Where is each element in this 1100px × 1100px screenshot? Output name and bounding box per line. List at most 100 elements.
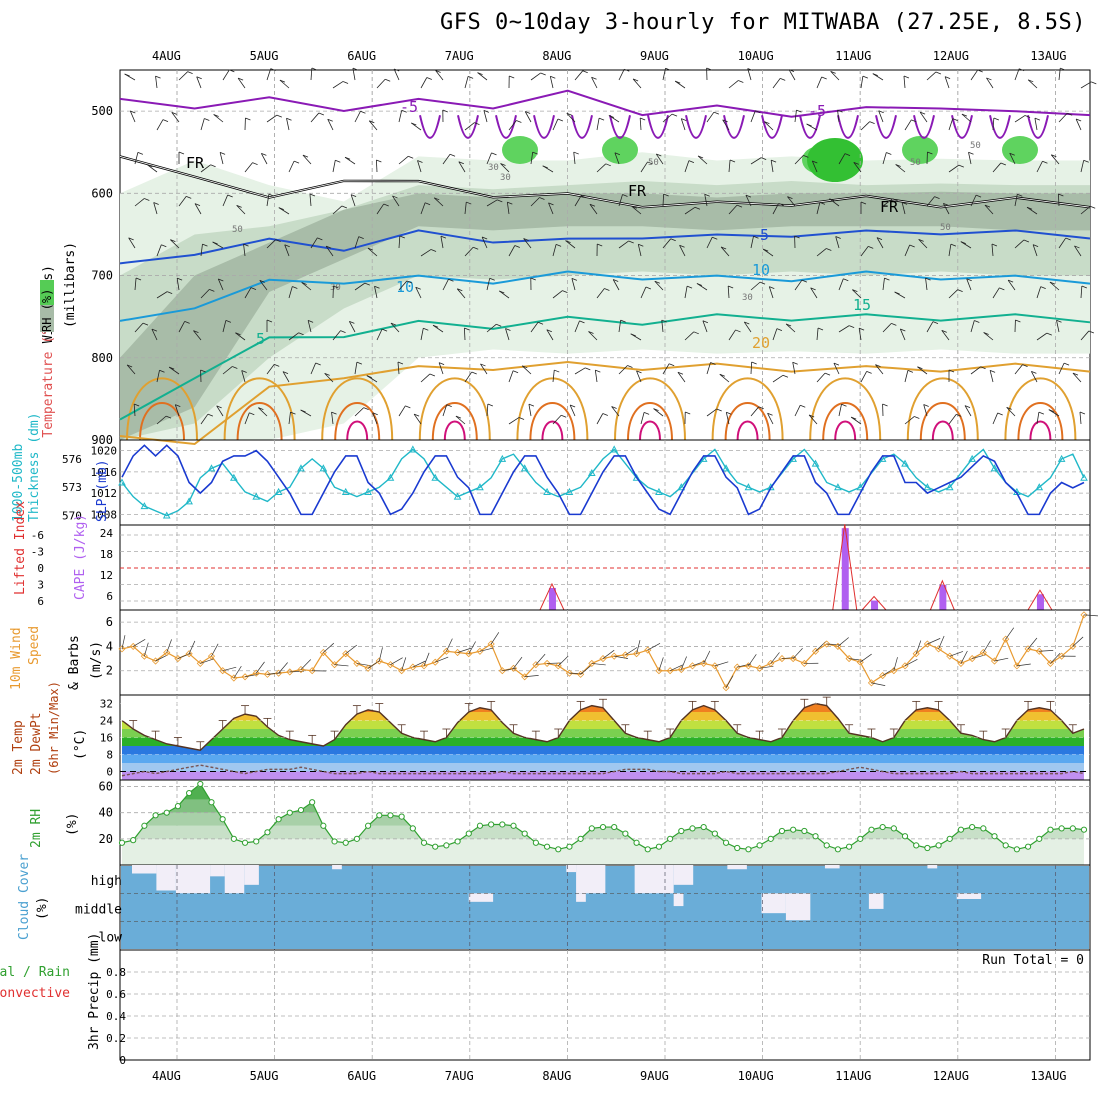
isotherm-25 (236, 402, 283, 441)
cloud-middle-gap (785, 893, 811, 921)
wind10-marker (543, 659, 551, 667)
wind10-marker (655, 667, 663, 675)
rh-label: 30 (742, 293, 753, 303)
wind-barb-flag (1051, 154, 1057, 158)
temp-tick-label: 8 (106, 749, 113, 762)
wind-barb-flag (1009, 152, 1015, 156)
wind-barb-flag (342, 81, 349, 84)
wind-barb (530, 72, 541, 81)
wind-barb (1006, 407, 1016, 417)
wind10-marker (856, 658, 864, 666)
wind-barb-flag (532, 151, 538, 155)
wind-barb (706, 111, 715, 123)
thickness-marker (543, 487, 551, 495)
wind-barb-flag (803, 154, 809, 158)
wind-barb-flag (186, 196, 192, 199)
cloud-high-gap (244, 865, 259, 885)
wind10-barb (367, 660, 380, 669)
wind-barb-flag (557, 118, 564, 122)
wind-barb (618, 240, 629, 249)
rh-marker (566, 843, 573, 850)
wind-barb-flag (1026, 206, 1033, 210)
wind-barb (193, 330, 202, 341)
wind-barb-flag (290, 411, 296, 415)
ylabel-rh: RH (%) (40, 289, 54, 332)
wind-barb-flag (204, 118, 210, 121)
wind-barb (772, 78, 781, 89)
wind-barb-flag (585, 367, 591, 371)
wind10-barb (479, 647, 494, 652)
rh-marker (555, 846, 562, 853)
wind-barb (508, 417, 520, 425)
wind-barb-flag (964, 405, 971, 408)
precip-tick-label: 0.8 (106, 966, 126, 979)
wind-barb (1080, 160, 1085, 173)
li-tick-label: -3 (31, 546, 44, 559)
wind-barb-flag (423, 327, 429, 331)
wind-barb (992, 287, 1000, 299)
wind10-barb (1083, 614, 1098, 617)
wind-barb (1032, 244, 1038, 257)
wind-barb-flag (194, 203, 201, 206)
wind-barb-flag (647, 161, 653, 165)
wind-barb (213, 114, 224, 123)
wind-barb-flag (367, 247, 374, 251)
isotherm-loop (951, 115, 973, 139)
wind-barb (288, 286, 293, 299)
wind-barb (398, 236, 401, 249)
wind-barb-flag (769, 286, 775, 289)
rh-marker (1080, 826, 1088, 833)
rh-legend-label: RH (%) (40, 289, 54, 332)
wind-barb (156, 415, 167, 425)
rh-marker (935, 842, 942, 849)
rh-label: 50 (940, 223, 951, 233)
wind-barb-flag (952, 118, 958, 121)
wind-barb-flag (688, 160, 695, 164)
wind-barb (464, 202, 467, 215)
rh-marker (1047, 826, 1054, 833)
wind-barb-flag (914, 416, 920, 419)
wind-barb (420, 373, 431, 383)
wind-barb-flag (968, 151, 974, 155)
lifted-index-spike (539, 582, 565, 611)
rh-legend-swatch-2 (40, 305, 54, 332)
wind-barb-flag (770, 159, 777, 163)
wind-barb-flag (907, 369, 914, 373)
wind-barb-flag (406, 280, 413, 284)
wind-barb (1036, 286, 1042, 299)
rh-marker (588, 825, 595, 832)
wind-barb (236, 205, 246, 215)
wind10-barb (737, 663, 751, 668)
wind-barb-flag (886, 152, 892, 155)
cloud-high-gap (566, 865, 577, 873)
wind-barb (794, 405, 801, 417)
wind-barb-flag (977, 69, 983, 73)
wind-barb (528, 404, 532, 417)
wind-barb (794, 279, 803, 291)
wind-barb-flag (340, 330, 346, 334)
wind-barb (411, 122, 422, 131)
wind-barb (727, 286, 730, 299)
wind-barb (948, 414, 957, 425)
wind-barb-flag (759, 281, 766, 285)
wind-barb (200, 289, 210, 299)
wind10-barb (133, 638, 146, 647)
wind10-marker (1058, 652, 1066, 660)
wind-barb (677, 372, 686, 383)
wind-barb-flag (624, 68, 630, 72)
wind-barb (674, 80, 686, 89)
x-tick-label-bottom: 9AUG (640, 1069, 669, 1083)
isotherm-loop (875, 115, 897, 139)
wind-barb (420, 202, 426, 215)
rh-ylabel-2: (%) (65, 813, 80, 836)
cloud-high-gap (576, 865, 606, 894)
ylabel-barbs: & Barbs (67, 635, 82, 690)
rh-marker (689, 825, 696, 832)
panel-wind10: 6 4 2 10m Wind Speed & Barbs (m/s) (9, 609, 1098, 696)
wind-barb-flag (566, 112, 572, 116)
wind-barb (637, 244, 642, 257)
wind-barb-flag (755, 110, 761, 114)
wind-barb (829, 198, 840, 207)
wind-barb-flag (358, 236, 364, 239)
wind10-barb (412, 660, 426, 668)
